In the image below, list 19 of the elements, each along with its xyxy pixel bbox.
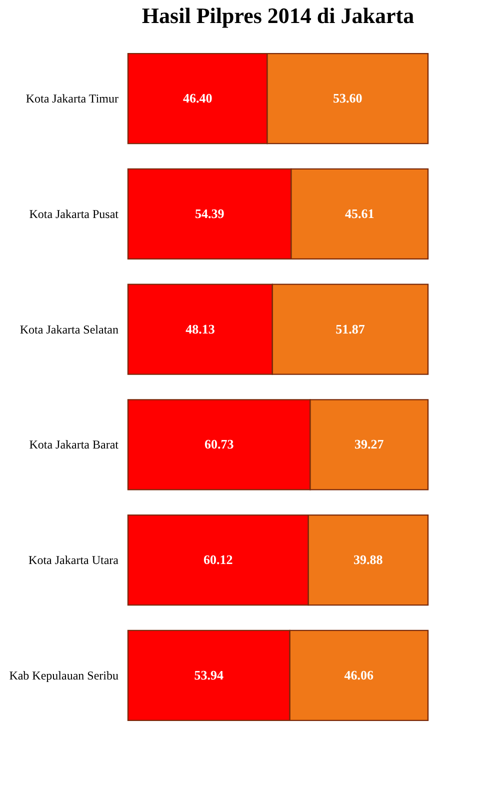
- data-label: 46.06: [344, 667, 374, 682]
- data-label: 53.60: [332, 90, 362, 106]
- y-tick-label: Kota Jakarta Pusat: [29, 206, 120, 221]
- y-tick-label: Kab Kepulauan Seribu: [9, 668, 118, 682]
- data-label: 48.13: [186, 321, 216, 336]
- data-label: 53.94: [194, 667, 224, 682]
- data-label: 60.12: [204, 552, 233, 568]
- data-label: 39.88: [354, 552, 384, 568]
- y-tick-label: Kota Jakarta Utara: [28, 553, 120, 568]
- chart-title: Hasil Pilpres 2014 di Jakarta: [142, 3, 414, 28]
- data-label: 51.87: [336, 321, 366, 336]
- data-label: 54.39: [194, 206, 225, 221]
- y-tick-label: Kota Jakarta Selatan: [20, 322, 118, 336]
- y-tick-label: Kota Jakarta Timur: [26, 92, 118, 106]
- data-label: 46.40: [182, 90, 212, 106]
- data-label: 39.27: [354, 436, 384, 452]
- y-tick-label: Kota Jakarta Barat: [29, 438, 120, 452]
- data-label: 60.73: [204, 436, 234, 452]
- data-label: 45.61: [344, 206, 374, 221]
